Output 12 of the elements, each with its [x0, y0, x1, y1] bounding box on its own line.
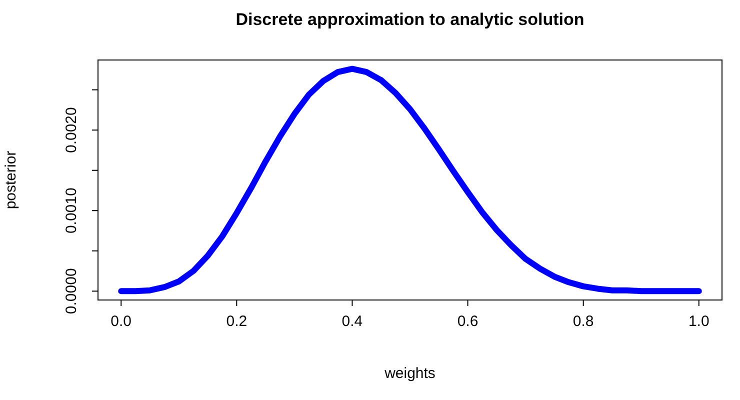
chart-title: Discrete approximation to analytic solution	[234, 10, 586, 30]
y-axis-title: posterior	[2, 150, 20, 210]
x-axis-title: weights	[384, 365, 436, 382]
y-tick-label: 0.0000	[63, 268, 80, 314]
x-tick-label: 0.6	[457, 313, 478, 330]
x-tick-label: 0.2	[226, 313, 248, 330]
y-tick-label: 0.0020	[63, 107, 80, 154]
x-tick-label: 0.4	[342, 313, 363, 330]
x-tick-label: 0.0	[110, 313, 132, 330]
x-tick-label: 1.0	[688, 313, 710, 330]
y-tick-label: 0.0010	[63, 188, 80, 234]
x-tick-label: 0.8	[572, 313, 594, 330]
